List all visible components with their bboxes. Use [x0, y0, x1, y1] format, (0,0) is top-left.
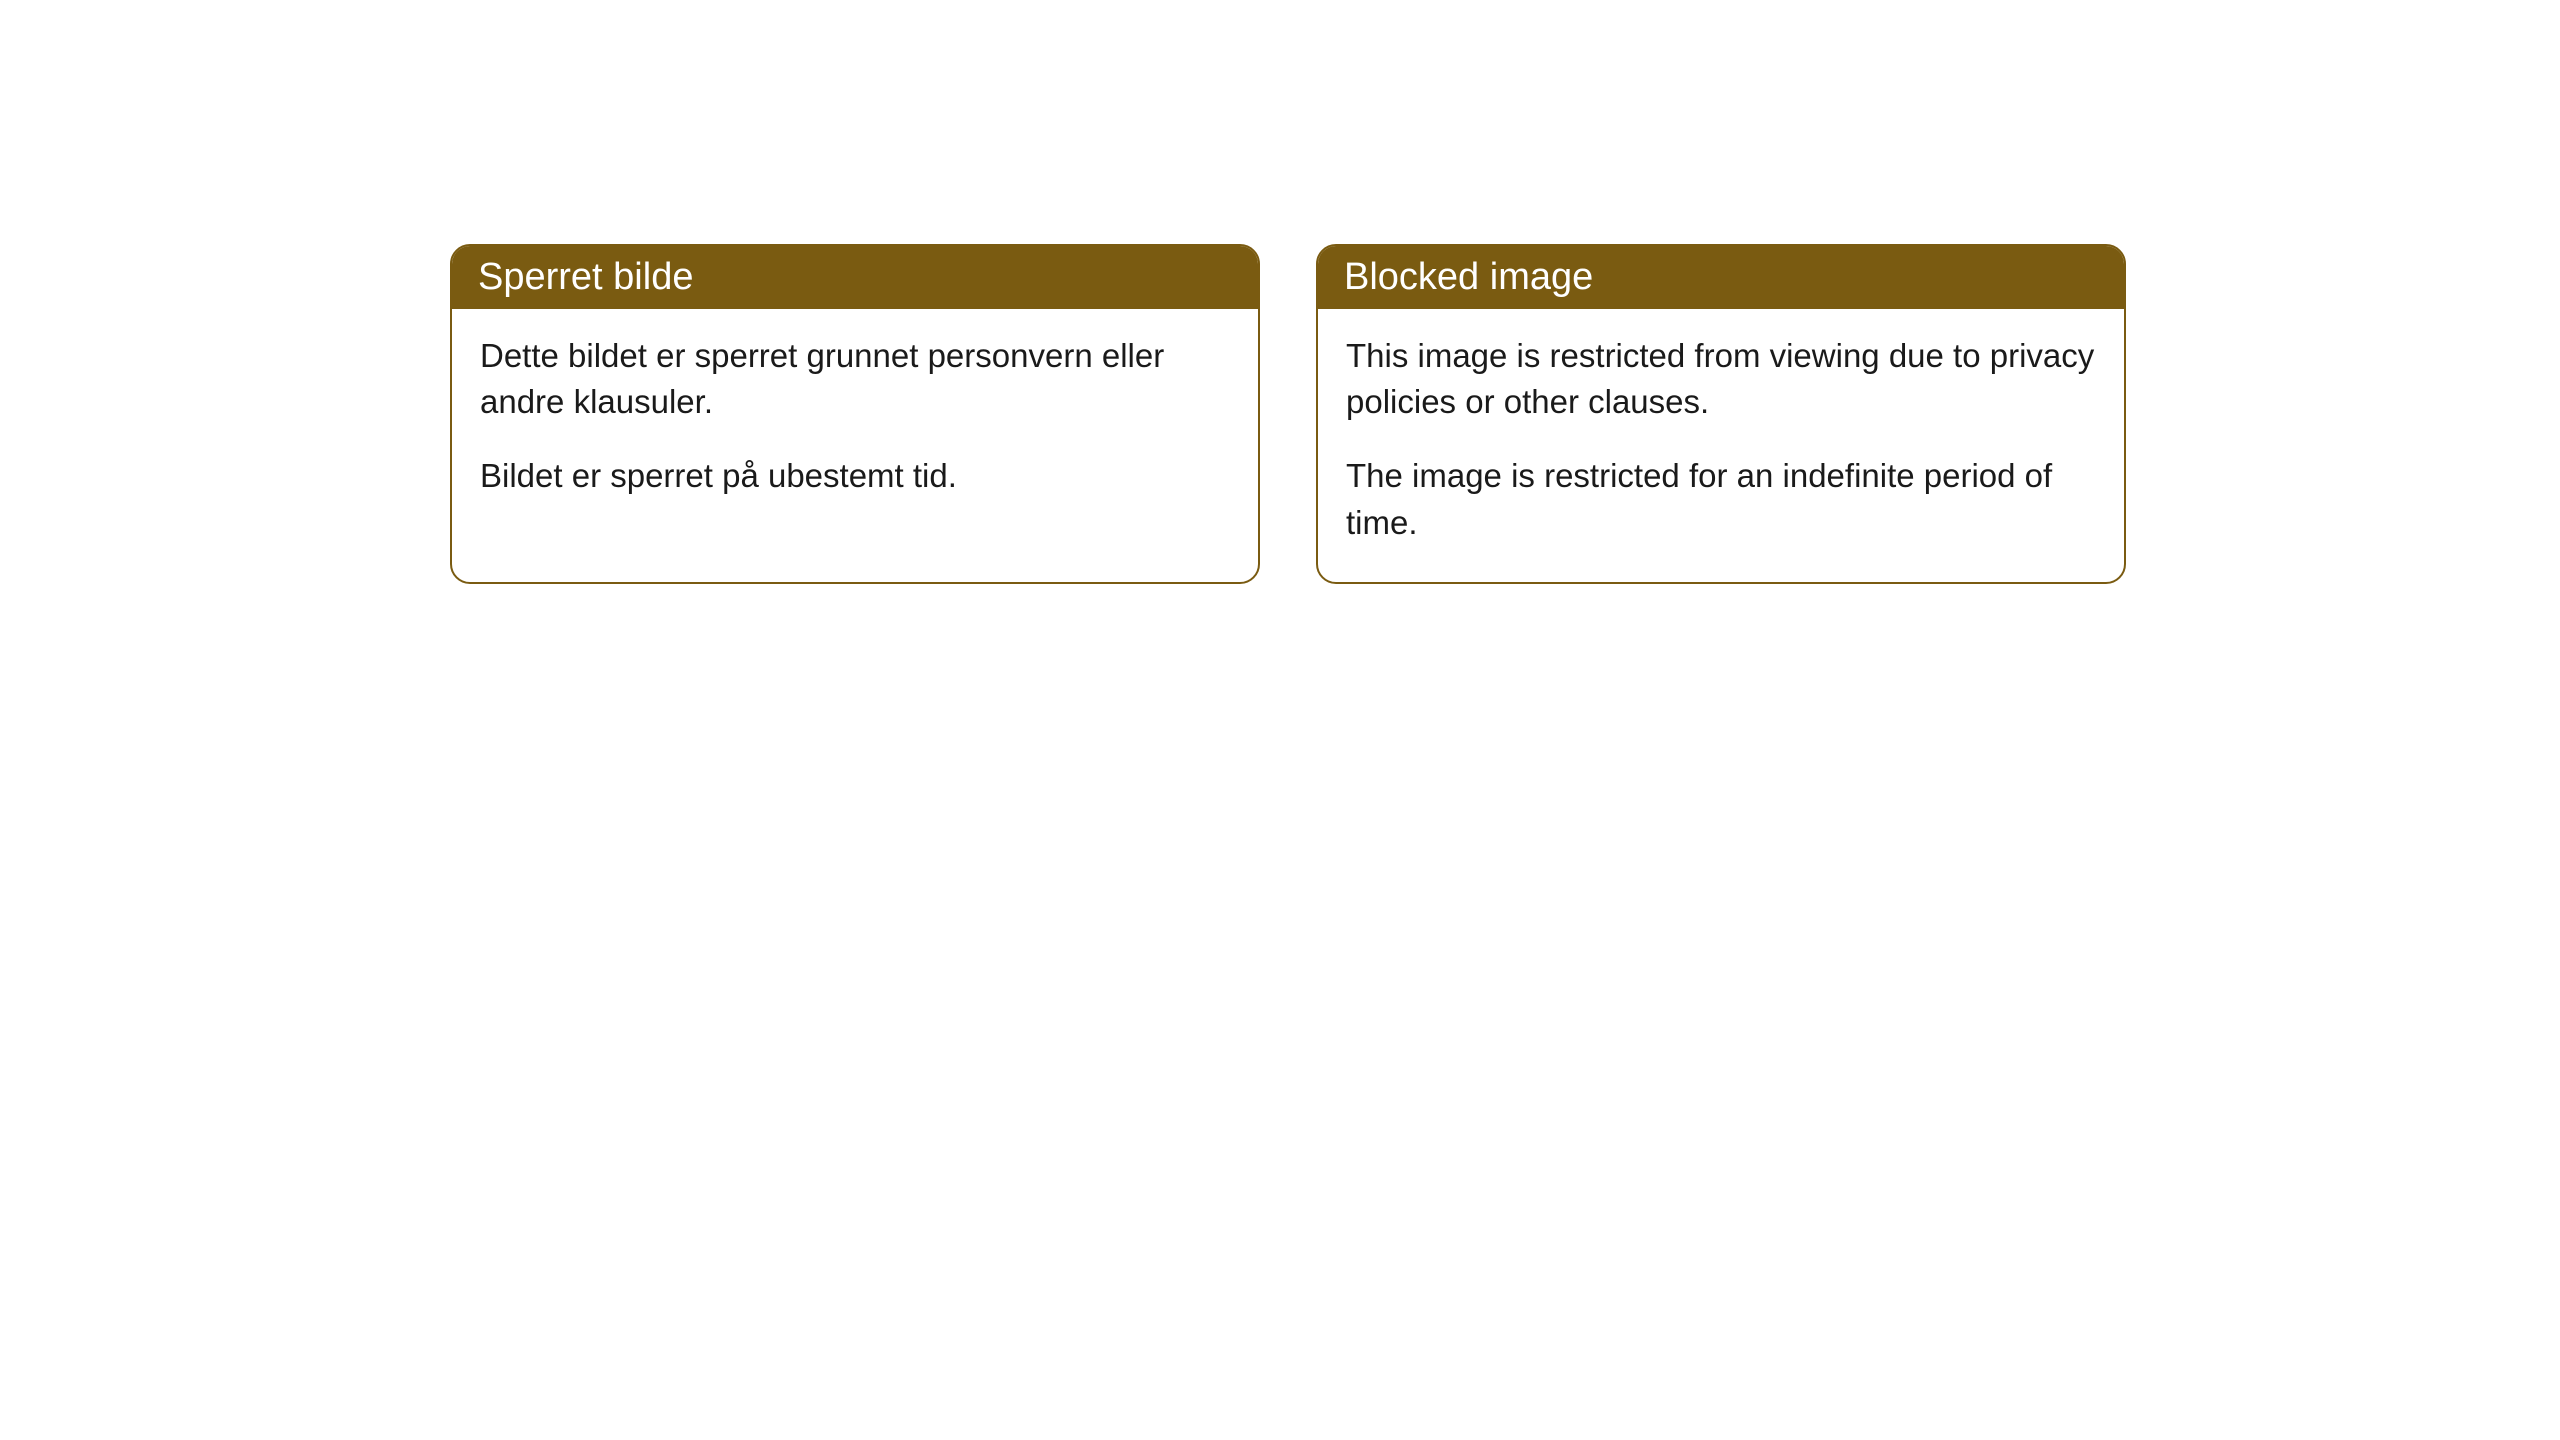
card-title-english: Blocked image — [1344, 256, 1593, 298]
card-header-norwegian: Sperret bilde — [452, 246, 1258, 309]
card-norwegian: Sperret bilde Dette bildet er sperret gr… — [450, 244, 1260, 584]
card-header-english: Blocked image — [1318, 246, 2124, 309]
card-english: Blocked image This image is restricted f… — [1316, 244, 2126, 584]
card-title-norwegian: Sperret bilde — [478, 256, 693, 298]
card-body-english: This image is restricted from viewing du… — [1318, 309, 2124, 582]
card-paragraph-2-english: The image is restricted for an indefinit… — [1346, 453, 2096, 545]
card-paragraph-2-norwegian: Bildet er sperret på ubestemt tid. — [480, 453, 1230, 499]
cards-container: Sperret bilde Dette bildet er sperret gr… — [450, 244, 2126, 584]
card-paragraph-1-english: This image is restricted from viewing du… — [1346, 333, 2096, 425]
card-body-norwegian: Dette bildet er sperret grunnet personve… — [452, 309, 1258, 536]
card-paragraph-1-norwegian: Dette bildet er sperret grunnet personve… — [480, 333, 1230, 425]
